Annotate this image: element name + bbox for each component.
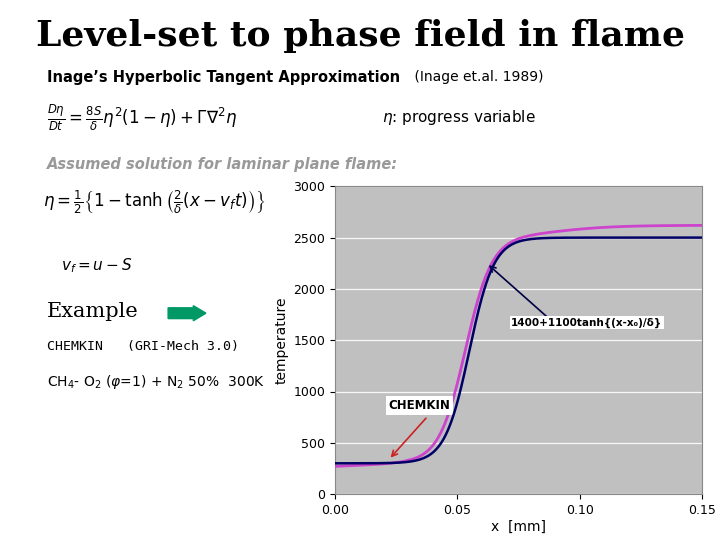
Text: $\eta$: progress variable: $\eta$: progress variable [382, 108, 536, 127]
Text: Inage’s Hyperbolic Tangent Approximation: Inage’s Hyperbolic Tangent Approximation [47, 70, 400, 85]
X-axis label: x  [mm]: x [mm] [491, 519, 546, 534]
Text: CH$_4$- O$_2$ ($\varphi$=1) + N$_2$ 50%  300K: CH$_4$- O$_2$ ($\varphi$=1) + N$_2$ 50% … [47, 373, 265, 390]
FancyArrow shape [168, 306, 206, 321]
Text: $\eta = \frac{1}{2}\left\{1-\tanh\left(\frac{2}{\delta}(x-v_f t)\right)\right\}$: $\eta = \frac{1}{2}\left\{1-\tanh\left(\… [43, 189, 266, 217]
Text: Assumed solution for laminar plane flame:: Assumed solution for laminar plane flame… [47, 157, 398, 172]
Text: Example: Example [47, 302, 138, 321]
Text: 1400+1100tanh{(x-x₀)/δ}: 1400+1100tanh{(x-x₀)/δ} [511, 318, 662, 328]
Text: $v_f = u - S$: $v_f = u - S$ [61, 256, 132, 275]
Text: CHEMKIN: CHEMKIN [389, 399, 451, 412]
Text: Level-set to phase field in flame: Level-set to phase field in flame [35, 19, 685, 53]
Text: (Inage et.al. 1989): (Inage et.al. 1989) [410, 70, 544, 84]
Y-axis label: temperature: temperature [275, 296, 289, 384]
Text: CHEMKIN   (GRI-Mech 3.0): CHEMKIN (GRI-Mech 3.0) [47, 340, 239, 353]
Text: $\frac{D\eta}{Dt} = \frac{8S}{\delta}\eta^2(1-\eta)+\Gamma\nabla^2\eta$: $\frac{D\eta}{Dt} = \frac{8S}{\delta}\et… [47, 103, 237, 133]
